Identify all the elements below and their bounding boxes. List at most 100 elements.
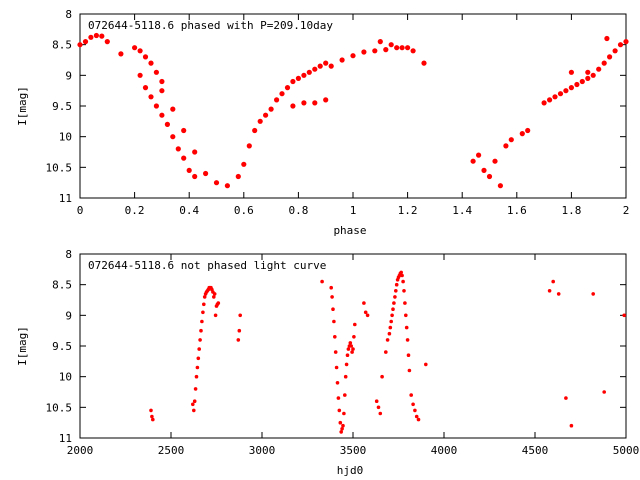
- data-point: [148, 60, 154, 66]
- data-point: [216, 301, 221, 305]
- data-point: [574, 81, 580, 88]
- data-point: [301, 100, 307, 106]
- data-point: [380, 374, 384, 379]
- y-tick-label: 9.5: [52, 340, 72, 353]
- x-tick-label: 1: [350, 204, 357, 217]
- data-point: [557, 91, 564, 97]
- data-point: [306, 69, 312, 75]
- data-point: [362, 301, 366, 305]
- data-point: [413, 408, 417, 413]
- data-point: [481, 167, 487, 173]
- data-point: [388, 325, 393, 330]
- data-point: [202, 295, 207, 299]
- data-point: [192, 399, 197, 404]
- data-point: [181, 127, 187, 134]
- data-point: [199, 328, 203, 333]
- data-point: [393, 295, 397, 299]
- data-point: [404, 313, 408, 318]
- data-point: [394, 45, 400, 51]
- x-tick-label: 2500: [158, 444, 185, 457]
- data-point: [312, 100, 318, 106]
- x-tick-label: 2: [623, 204, 630, 217]
- plot-frame: [79, 13, 627, 199]
- data-point: [596, 66, 602, 72]
- data-point: [186, 167, 192, 173]
- data-point: [541, 100, 547, 106]
- data-point: [470, 158, 476, 164]
- data-point: [400, 273, 404, 278]
- data-point: [339, 57, 345, 63]
- data-point: [104, 39, 110, 45]
- data-point: [212, 295, 216, 299]
- x-axis-label: hjd0: [337, 464, 364, 477]
- data-point: [497, 183, 503, 189]
- data-point: [193, 387, 198, 391]
- data-point: [236, 338, 241, 342]
- data-point: [195, 365, 200, 370]
- y-tick-label: 11: [59, 432, 72, 445]
- data-point: [547, 289, 552, 293]
- data-point: [591, 292, 595, 296]
- data-point: [547, 97, 553, 103]
- chart-title: 072644-5118.6 phased with P=209.10day: [88, 19, 333, 32]
- y-axis-label: I[mag]: [16, 86, 29, 126]
- data-point: [411, 402, 415, 407]
- data-point: [268, 106, 274, 112]
- y-tick-label: 8: [65, 248, 72, 261]
- data-point: [476, 152, 482, 158]
- data-point: [568, 69, 575, 75]
- data-point: [329, 285, 334, 290]
- data-point: [142, 54, 149, 60]
- data-point: [378, 411, 383, 416]
- data-point: [394, 289, 398, 293]
- data-point: [257, 118, 263, 124]
- data-point: [350, 53, 356, 59]
- data-point: [82, 39, 89, 45]
- data-point: [405, 45, 411, 51]
- y-tick-label: 8: [65, 8, 72, 21]
- x-tick-label: 0: [77, 204, 84, 217]
- data-point: [399, 45, 405, 51]
- data-point: [194, 374, 199, 379]
- data-point: [238, 313, 242, 318]
- data-point: [402, 289, 406, 293]
- chart-title: 072644-5118.6 not phased light curve: [88, 259, 326, 272]
- data-point: [295, 75, 301, 81]
- data-point: [585, 69, 591, 75]
- data-point: [151, 417, 155, 422]
- data-point: [137, 72, 143, 78]
- data-point: [137, 48, 143, 54]
- data-point: [556, 292, 561, 296]
- y-tick-label: 10.5: [46, 161, 73, 174]
- y-tick-label: 9: [65, 69, 72, 82]
- data-point: [590, 72, 596, 78]
- data-point: [346, 347, 351, 351]
- data-point: [341, 423, 345, 428]
- data-point: [344, 362, 349, 367]
- data-point: [414, 414, 419, 419]
- data-point: [323, 60, 329, 66]
- data-point: [617, 42, 624, 48]
- data-point: [153, 103, 159, 109]
- data-point: [333, 350, 338, 354]
- x-tick-label: 3500: [340, 444, 367, 457]
- x-tick-label: 0.4: [179, 204, 199, 217]
- data-point: [492, 158, 498, 164]
- y-tick-label: 8.5: [52, 279, 72, 292]
- data-point: [585, 75, 591, 81]
- data-point: [159, 88, 165, 94]
- data-point: [343, 374, 348, 379]
- data-point: [328, 63, 334, 69]
- data-point: [607, 54, 613, 60]
- x-tick-label: 5000: [613, 444, 640, 457]
- data-point: [622, 313, 626, 318]
- data-point: [552, 94, 558, 100]
- x-tick-label: 4000: [431, 444, 458, 457]
- x-tick-label: 1.4: [452, 204, 472, 217]
- data-point: [213, 313, 218, 318]
- data-point: [332, 319, 336, 324]
- data-point: [333, 335, 337, 339]
- data-point: [389, 319, 394, 324]
- data-point: [579, 78, 585, 85]
- x-tick-label: 3000: [249, 444, 276, 457]
